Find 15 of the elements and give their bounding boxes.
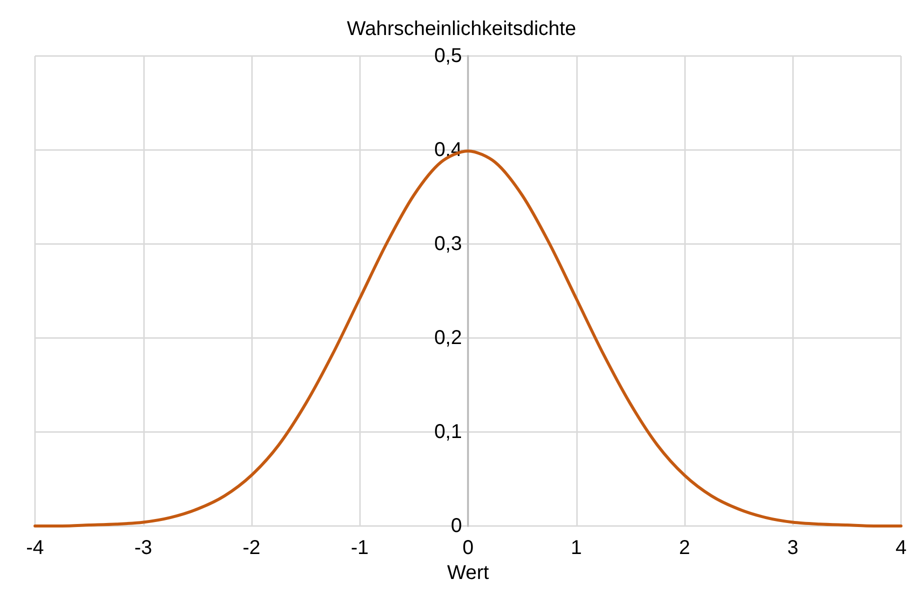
- x-axis-title: Wert: [447, 562, 490, 584]
- x-tick-label: 2: [678, 537, 690, 559]
- x-tick-label: 4: [895, 537, 907, 559]
- chart-title: Wahrscheinlichkeitsdichte: [346, 18, 576, 40]
- x-tick-label: -3: [134, 537, 152, 559]
- y-tick-label: 0,2: [434, 327, 462, 349]
- y-tick-label: 0,5: [434, 45, 462, 67]
- x-tick-label: 3: [787, 537, 798, 559]
- y-tick-label: 0,3: [434, 233, 462, 255]
- x-tick-label: -1: [350, 537, 369, 559]
- x-tick-label: -4: [26, 537, 44, 559]
- y-tick-label: 0: [450, 515, 462, 537]
- x-tick-label: 1: [570, 537, 582, 559]
- x-tick-label: -2: [242, 537, 260, 559]
- y-tick-label: 0,1: [434, 421, 462, 443]
